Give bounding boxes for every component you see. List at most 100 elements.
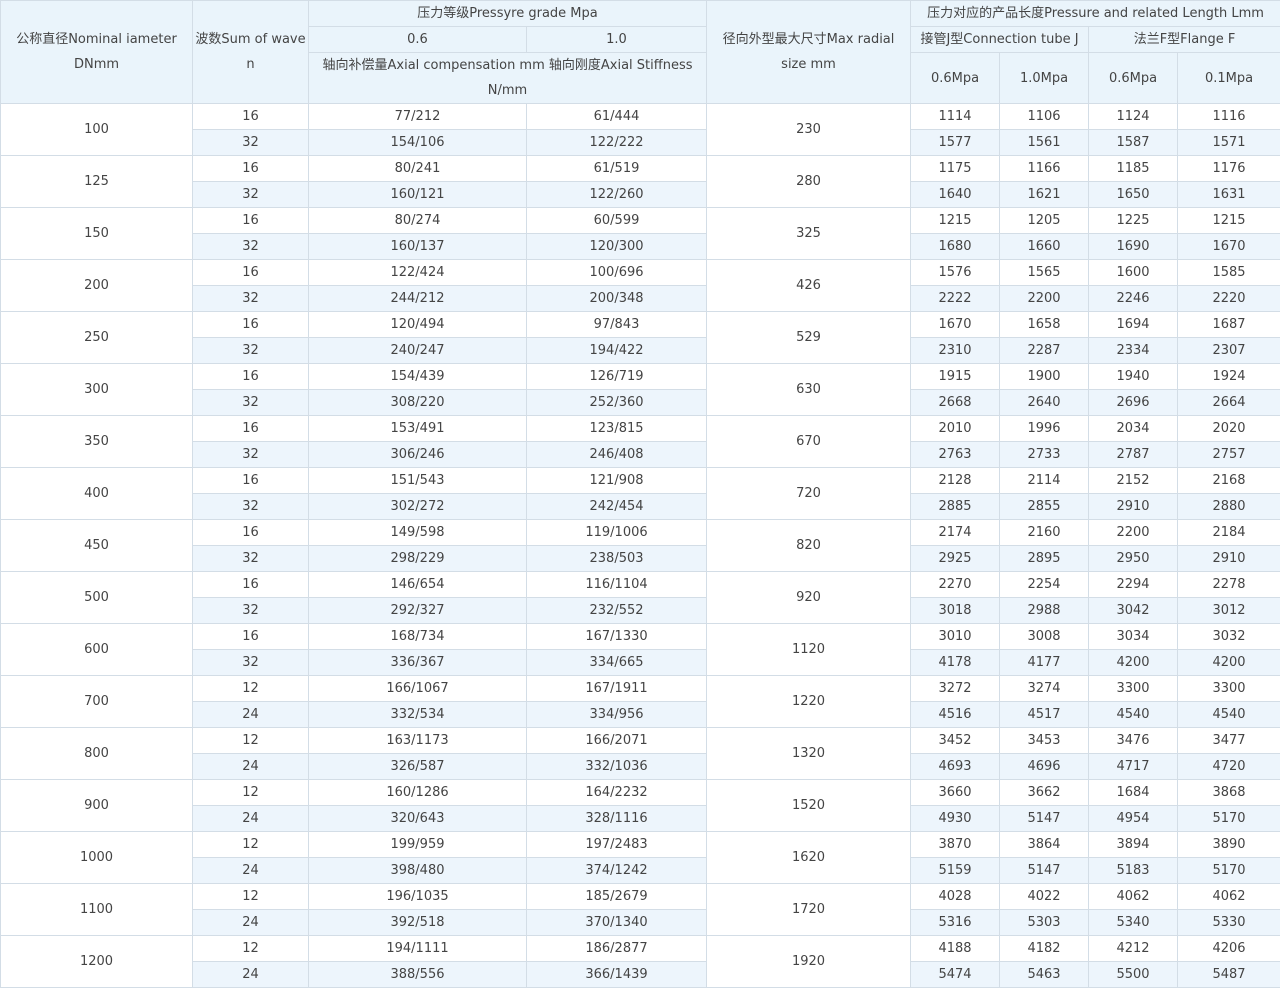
data-cell: 334/956 <box>525 701 708 728</box>
radial-cell: 720 <box>706 467 912 520</box>
data-cell: 16 <box>192 467 309 494</box>
data-cell: 1215 <box>1177 207 1280 234</box>
data-cell: 3894 <box>1088 831 1179 858</box>
data-cell: 32 <box>192 597 309 624</box>
data-cell: 2885 <box>910 493 1001 520</box>
data-cell: 292/327 <box>308 597 527 624</box>
data-cell: 5170 <box>1177 857 1280 884</box>
data-cell: 326/587 <box>308 753 527 780</box>
data-cell: 1185 <box>1088 155 1179 182</box>
header-cell: 0.6Mpa <box>1088 52 1179 104</box>
data-cell: 80/241 <box>308 155 527 182</box>
data-cell: 32 <box>192 545 309 572</box>
header-cell: 公称直径Nominal iameter DNmm <box>0 0 193 104</box>
dn-cell: 500 <box>0 571 193 624</box>
data-cell: 3453 <box>999 727 1090 754</box>
data-cell: 3018 <box>910 597 1001 624</box>
data-cell: 2640 <box>999 389 1090 416</box>
data-cell: 185/2679 <box>525 883 708 910</box>
data-cell: 370/1340 <box>525 909 708 936</box>
data-cell: 5487 <box>1177 961 1280 988</box>
data-cell: 3662 <box>999 779 1090 806</box>
data-cell: 2294 <box>1088 571 1179 598</box>
data-cell: 1694 <box>1088 311 1179 338</box>
table-row: 900 12 160/1286 164/2232 1520 3660 3662 1684 386… <box>0 779 1280 832</box>
data-cell: 4693 <box>910 753 1001 780</box>
data-cell: 4954 <box>1088 805 1179 832</box>
data-cell: 3042 <box>1088 597 1179 624</box>
data-cell: 5340 <box>1088 909 1179 936</box>
radial-cell: 1220 <box>706 675 912 728</box>
data-cell: 122/424 <box>308 259 527 286</box>
data-cell: 1915 <box>910 363 1001 390</box>
data-cell: 121/908 <box>525 467 708 494</box>
table-row: 24 326/587 332/1036 4693 4696 4717 4720 <box>1 753 1280 780</box>
table-row: 32 306/246 246/408 2763 2733 2787 2757 <box>1 441 1280 468</box>
data-cell: 1900 <box>999 363 1090 390</box>
data-cell: 1660 <box>999 233 1090 260</box>
table-body: 100 16 77/212 61/444 230 1114 1106 1124 1116 32 15… <box>0 103 1280 988</box>
data-cell: 167/1911 <box>525 675 708 702</box>
data-cell: 3032 <box>1177 623 1280 650</box>
data-cell: 32 <box>192 441 309 468</box>
radial-cell: 920 <box>706 571 912 624</box>
table-row: 800 12 163/1173 166/2071 1320 3452 3453 3476 347… <box>0 727 1280 780</box>
data-cell: 4188 <box>910 935 1001 962</box>
data-cell: 334/665 <box>525 649 708 676</box>
data-cell: 2855 <box>999 493 1090 520</box>
data-cell: 388/556 <box>308 961 527 988</box>
data-cell: 306/246 <box>308 441 527 468</box>
data-cell: 166/2071 <box>525 727 708 754</box>
data-cell: 3010 <box>910 623 1001 650</box>
data-cell: 4540 <box>1088 701 1179 728</box>
data-cell: 5183 <box>1088 857 1179 884</box>
data-cell: 1176 <box>1177 155 1280 182</box>
header-cell: 0.6 <box>308 26 527 53</box>
data-cell: 24 <box>192 753 309 780</box>
data-cell: 1670 <box>1177 233 1280 260</box>
data-cell: 80/274 <box>308 207 527 234</box>
data-cell: 149/598 <box>308 519 527 546</box>
data-cell: 1621 <box>999 181 1090 208</box>
data-cell: 4062 <box>1088 883 1179 910</box>
data-cell: 4177 <box>999 649 1090 676</box>
data-cell: 1587 <box>1088 129 1179 156</box>
data-cell: 1205 <box>999 207 1090 234</box>
table-row: 32 292/327 232/552 3018 2988 3042 3012 <box>1 597 1280 624</box>
data-cell: 1565 <box>999 259 1090 286</box>
data-cell: 3890 <box>1177 831 1280 858</box>
data-cell: 154/106 <box>308 129 527 156</box>
data-cell: 2988 <box>999 597 1090 624</box>
data-cell: 32 <box>192 181 309 208</box>
data-cell: 16 <box>192 519 309 546</box>
data-cell: 2307 <box>1177 337 1280 364</box>
data-cell: 392/518 <box>308 909 527 936</box>
data-cell: 199/959 <box>308 831 527 858</box>
data-cell: 4028 <box>910 883 1001 910</box>
data-cell: 238/503 <box>525 545 708 572</box>
data-cell: 186/2877 <box>525 935 708 962</box>
radial-cell: 820 <box>706 519 912 572</box>
data-cell: 3452 <box>910 727 1001 754</box>
header-cell: 压力等级Pressyre grade Mpa <box>307 0 708 27</box>
data-cell: 328/1116 <box>525 805 708 832</box>
table-row: 1100 12 196/1035 185/2679 1720 4028 4022 4062 40… <box>0 883 1280 936</box>
radial-cell: 670 <box>706 415 912 468</box>
data-cell: 24 <box>192 961 309 988</box>
table-row: 24 392/518 370/1340 5316 5303 5340 5330 <box>1 909 1280 936</box>
data-cell: 5147 <box>999 805 1090 832</box>
data-cell: 32 <box>192 129 309 156</box>
data-cell: 5500 <box>1088 961 1179 988</box>
data-cell: 12 <box>192 831 309 858</box>
header-cell: 压力对应的产品长度Pressure and related Length Lmm <box>910 0 1280 27</box>
data-cell: 1576 <box>910 259 1001 286</box>
dn-cell: 1100 <box>0 883 193 936</box>
data-cell: 4212 <box>1088 935 1179 962</box>
data-cell: 5303 <box>999 909 1090 936</box>
data-cell: 374/1242 <box>525 857 708 884</box>
radial-cell: 1320 <box>706 727 912 780</box>
dn-cell: 800 <box>0 727 193 780</box>
data-cell: 123/815 <box>525 415 708 442</box>
data-cell: 4930 <box>910 805 1001 832</box>
